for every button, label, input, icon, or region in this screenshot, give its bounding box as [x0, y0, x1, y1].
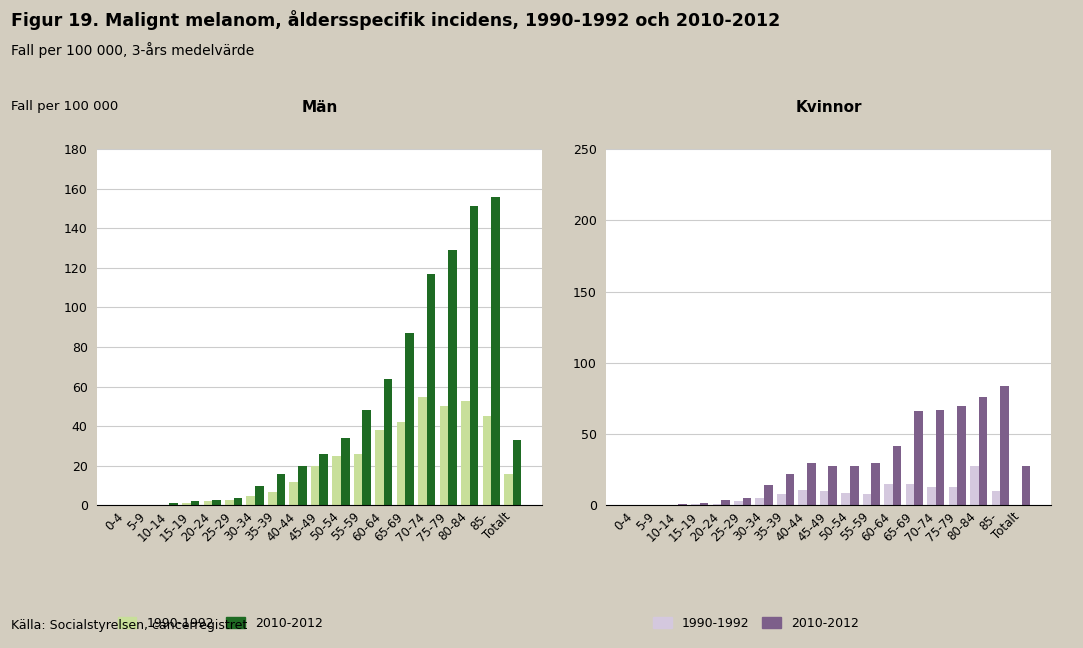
Text: Kvinnor: Kvinnor: [795, 100, 862, 115]
Bar: [225, 500, 234, 505]
Bar: [427, 273, 435, 505]
Bar: [905, 484, 914, 505]
Text: Fall per 100 000, 3-års medelvärde: Fall per 100 000, 3-års medelvärde: [11, 42, 255, 58]
Bar: [376, 430, 383, 505]
Bar: [234, 498, 243, 505]
Bar: [204, 502, 212, 505]
Text: Figur 19. Malignt melanom, åldersspecifik incidens, 1990-1992 och 2010-2012: Figur 19. Malignt melanom, åldersspecifi…: [11, 10, 780, 30]
Bar: [182, 503, 191, 505]
Bar: [396, 422, 405, 505]
Bar: [828, 465, 837, 505]
Legend: 1990-1992, 2010-2012: 1990-1992, 2010-2012: [113, 612, 328, 634]
Bar: [957, 406, 966, 505]
Bar: [678, 504, 687, 505]
Bar: [807, 463, 815, 505]
Bar: [483, 416, 492, 505]
Bar: [743, 498, 752, 505]
Bar: [713, 504, 721, 505]
Bar: [289, 481, 298, 505]
Bar: [492, 196, 500, 505]
Bar: [970, 465, 979, 505]
Bar: [700, 503, 708, 505]
Bar: [798, 490, 807, 505]
Bar: [268, 492, 276, 505]
Bar: [721, 500, 730, 505]
Bar: [992, 491, 1001, 505]
Bar: [979, 397, 988, 505]
Bar: [505, 474, 512, 505]
Bar: [1001, 386, 1009, 505]
Bar: [850, 465, 859, 505]
Bar: [319, 454, 328, 505]
Bar: [212, 500, 221, 505]
Bar: [914, 411, 923, 505]
Bar: [354, 454, 363, 505]
Bar: [169, 503, 178, 505]
Bar: [418, 397, 427, 505]
Bar: [927, 487, 936, 505]
Text: Källa: Socialstyrelsen, cancerregistret: Källa: Socialstyrelsen, cancerregistret: [11, 619, 247, 632]
Bar: [461, 400, 470, 505]
Bar: [734, 501, 743, 505]
Bar: [949, 487, 957, 505]
Bar: [1021, 465, 1030, 505]
Bar: [341, 438, 350, 505]
Bar: [247, 496, 256, 505]
Bar: [298, 466, 306, 505]
Bar: [512, 440, 521, 505]
Bar: [276, 474, 285, 505]
Bar: [311, 466, 319, 505]
Legend: 1990-1992, 2010-2012: 1990-1992, 2010-2012: [649, 612, 864, 634]
Bar: [363, 410, 371, 505]
Bar: [440, 406, 448, 505]
Bar: [892, 446, 901, 505]
Bar: [841, 492, 850, 505]
Bar: [691, 504, 700, 505]
Bar: [383, 378, 392, 505]
Bar: [448, 250, 457, 505]
Bar: [885, 484, 892, 505]
Text: Män: Män: [301, 100, 338, 115]
Bar: [936, 410, 944, 505]
Bar: [863, 494, 872, 505]
Bar: [765, 485, 772, 505]
Bar: [756, 498, 765, 505]
Bar: [785, 474, 794, 505]
Bar: [470, 207, 479, 505]
Bar: [872, 463, 880, 505]
Bar: [820, 491, 828, 505]
Bar: [405, 333, 414, 505]
Bar: [191, 502, 199, 505]
Bar: [777, 494, 785, 505]
Bar: [332, 456, 341, 505]
Bar: [256, 485, 263, 505]
Text: Fall per 100 000: Fall per 100 000: [11, 100, 118, 113]
